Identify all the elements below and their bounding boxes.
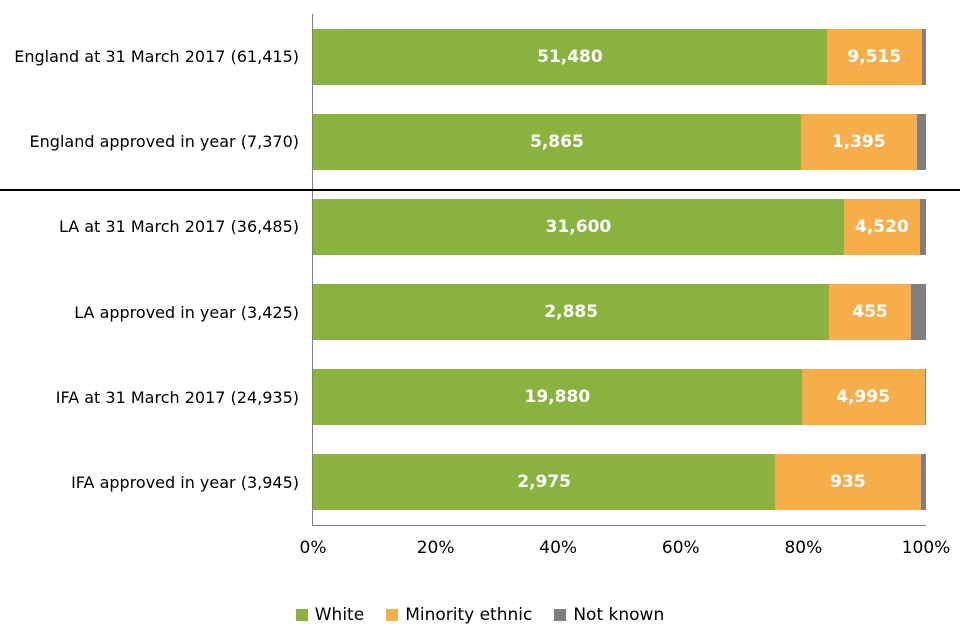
legend: White Minority ethnic Not known [0,605,960,625]
bar-segment-minority-ethnic: 935 [775,454,921,511]
legend-item-white: White [295,605,365,625]
bar-segment-minority-ethnic: 9,515 [826,28,922,85]
chart-row: England approved in year (7,370) 5,865 1,3… [0,99,960,184]
legend-label: Not known [573,605,665,625]
legend-swatch-icon [554,609,567,621]
bar-segment-not-known [916,113,926,170]
bar-value-label: 2,885 [544,302,599,323]
category-label: England approved in year (7,370) [29,132,299,152]
category-label: IFA approved in year (3,945) [71,472,299,492]
x-axis-tick-label: 0% [299,538,327,558]
x-axis-tick-label: 20% [416,538,455,558]
x-axis-tick-label: 60% [661,538,700,558]
legend-item-not-known: Not known [554,605,664,625]
stacked-bar: 51,480 9,515 [313,28,926,85]
category-label: England at 31 March 2017 (61,415) [14,47,299,67]
bar-value-label: 31,600 [545,216,612,237]
bar-value-label: 935 [830,472,866,493]
bar-segment-not-known [924,369,926,426]
legend-swatch-icon [295,609,308,621]
stacked-bar: 2,885 455 [313,284,926,341]
bar-segment-white: 31,600 [313,198,844,255]
x-axis-tick-label: 40% [539,538,578,558]
y-axis-line [312,14,313,526]
chart-row: IFA approved in year (3,945) 2,975 935 [0,440,960,525]
bar-segment-white: 5,865 [313,113,801,170]
category-label: IFA at 31 March 2017 (24,935) [55,387,299,407]
bar-segment-not-known [920,454,926,511]
category-label: LA approved in year (3,425) [74,302,299,322]
bar-segment-minority-ethnic: 1,395 [800,113,917,170]
bar-segment-minority-ethnic: 4,520 [843,198,920,255]
stacked-bar: 5,865 1,395 [313,113,926,170]
bar-value-label: 9,515 [847,46,902,67]
chart-row: IFA at 31 March 2017 (24,935) 19,880 4,995 [0,355,960,440]
bar-value-label: 19,880 [524,387,591,408]
stacked-bar: 31,600 4,520 [313,198,926,255]
chart-row: LA at 31 March 2017 (36,485) 31,600 4,520 [0,184,960,269]
bar-value-label: 1,395 [831,131,886,152]
bar-value-label: 5,865 [530,131,584,152]
stacked-bar: 19,880 4,995 [313,369,926,426]
stacked-bar: 2,975 935 [313,454,926,511]
bar-segment-white: 2,975 [313,454,776,511]
bar-segment-white: 2,885 [313,284,830,341]
bar-segment-white: 19,880 [313,369,802,426]
legend-label: Minority ethnic [405,605,533,625]
bar-segment-not-known [921,28,926,85]
category-label: LA at 31 March 2017 (36,485) [58,217,299,237]
bar-segment-not-known [910,284,926,341]
bar-value-label: 51,480 [537,46,603,67]
section-divider-line [0,189,960,191]
legend-label: White [314,605,365,625]
x-axis-line [313,525,926,526]
x-axis-tick-label: 80% [784,538,823,558]
x-axis-tick-label: 100% [901,538,951,558]
legend-item-minority-ethnic: Minority ethnic [386,605,532,625]
bar-value-label: 2,975 [517,472,572,493]
chart-row: England at 31 March 2017 (61,415) 51,480 9… [0,14,960,99]
bar-value-label: 4,520 [855,216,909,237]
legend-swatch-icon [386,609,399,621]
bar-segment-minority-ethnic: 455 [829,284,911,341]
bar-segment-white: 51,480 [313,28,827,85]
bar-value-label: 455 [852,302,888,323]
bar-segment-minority-ethnic: 4,995 [801,369,925,426]
bar-segment-not-known [919,198,926,255]
bar-value-label: 4,995 [836,387,890,408]
chart-row: LA approved in year (3,425) 2,885 455 [0,270,960,355]
